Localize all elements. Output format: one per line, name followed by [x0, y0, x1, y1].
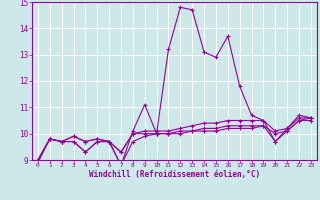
X-axis label: Windchill (Refroidissement éolien,°C): Windchill (Refroidissement éolien,°C): [89, 170, 260, 179]
